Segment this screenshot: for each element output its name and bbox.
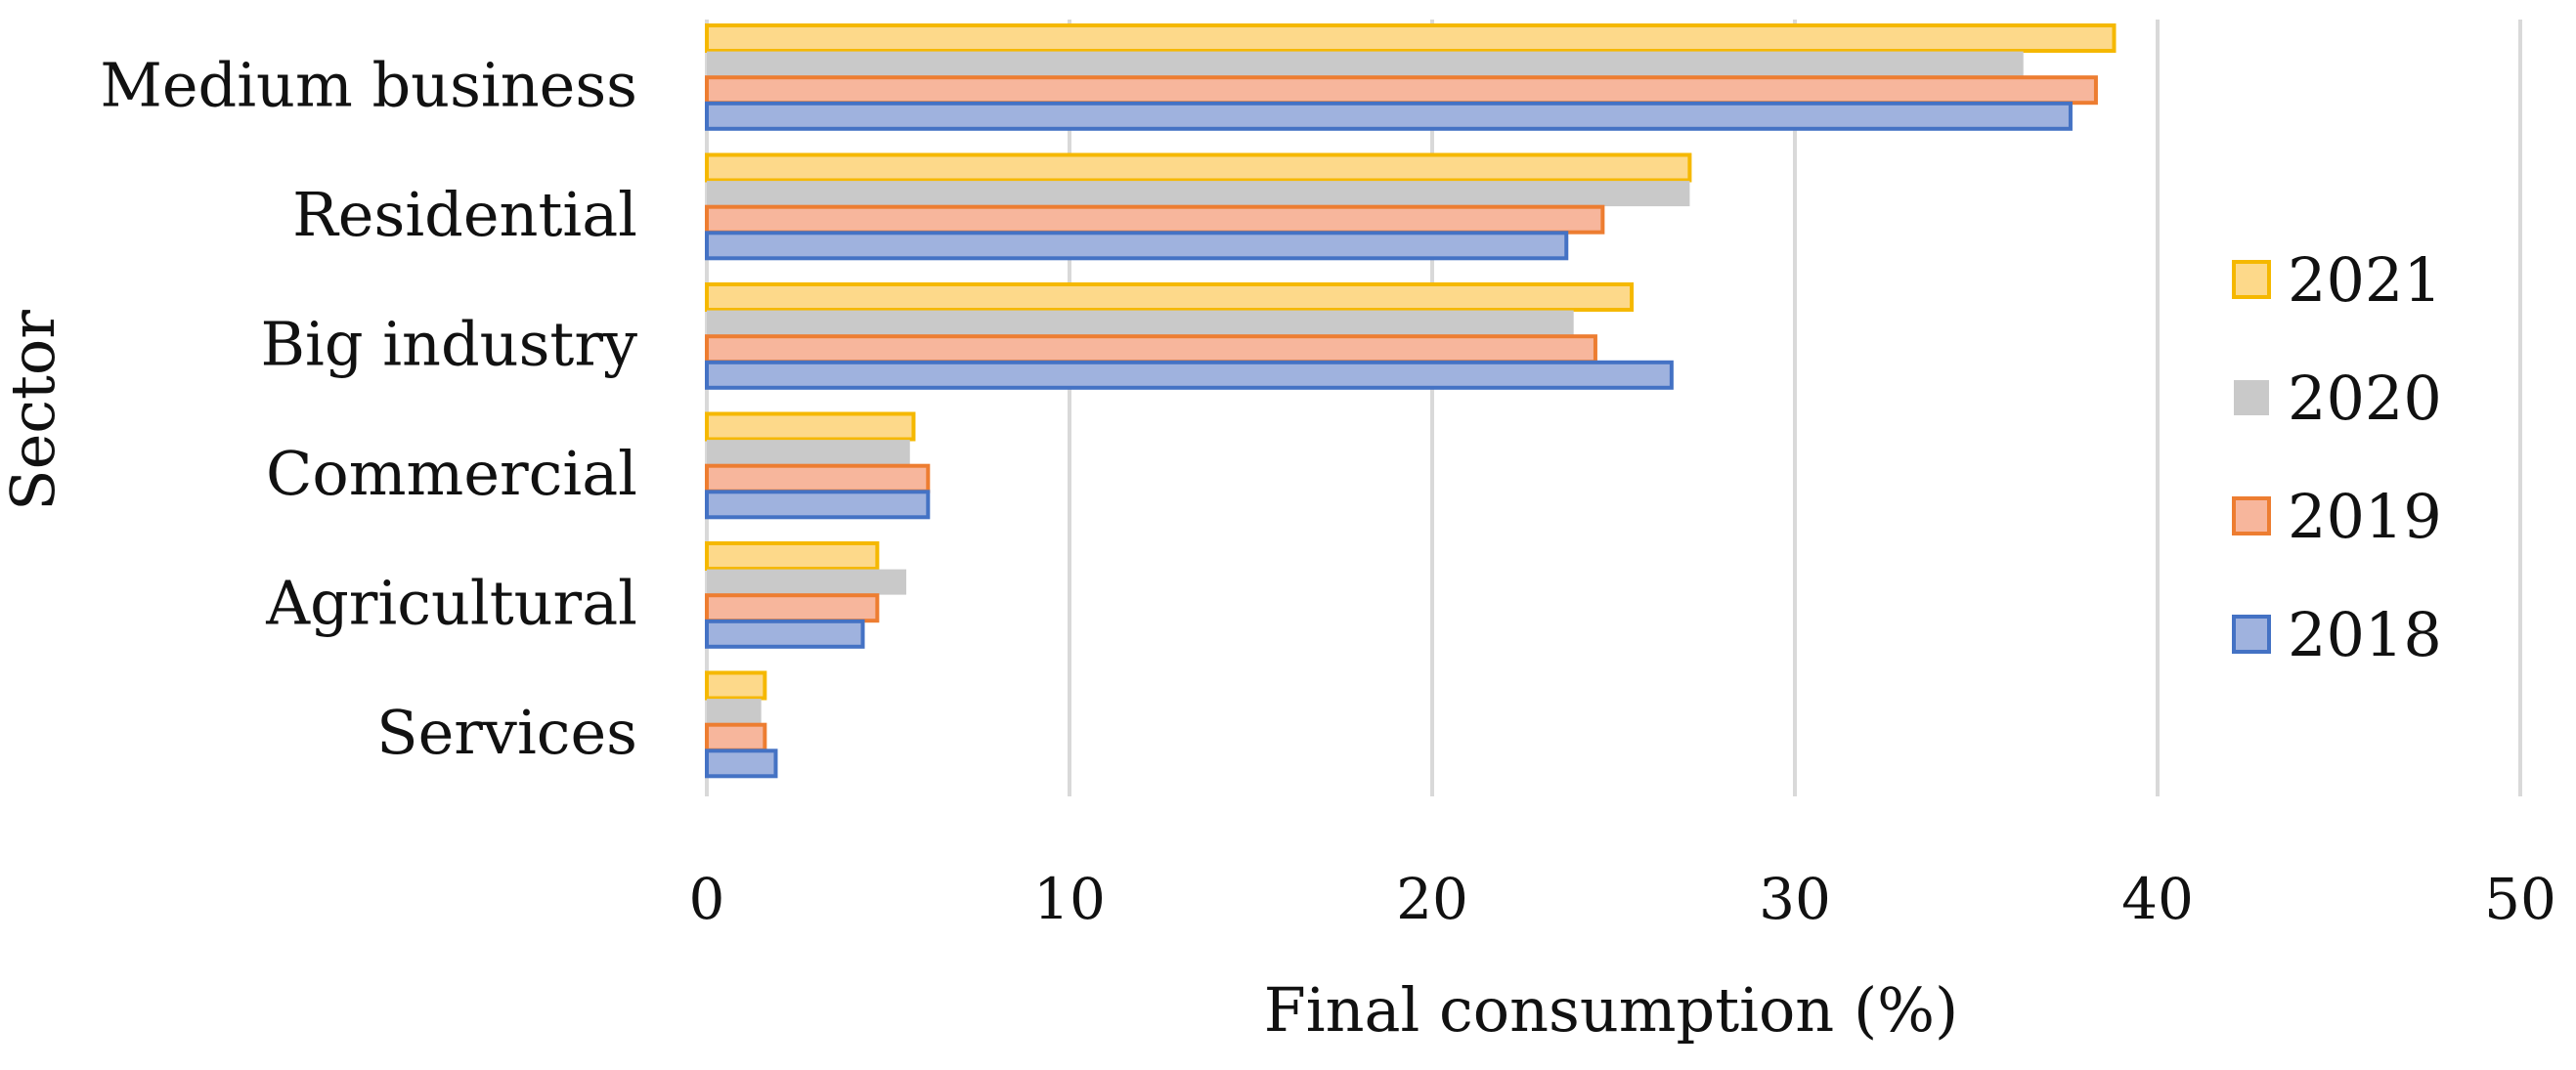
bar-2018-residential: [705, 231, 1569, 261]
bar-2019-residential: [705, 204, 1605, 235]
category-label: Residential: [292, 179, 637, 250]
category-labels: Medium business Residential Big industry Co…: [100, 49, 637, 768]
bar-2018-medium-business: [705, 101, 2073, 131]
category-label: Services: [376, 697, 637, 768]
bar-2021-big-industry: [705, 282, 1635, 312]
legend-label-2020: 2020: [2288, 363, 2442, 434]
legend-swatch-2020: [2234, 380, 2269, 415]
bar-2018-big-industry: [705, 360, 1674, 390]
bar-2020-services: [707, 699, 762, 725]
bar-2019-agricultural: [705, 593, 880, 623]
category-label: Agricultural: [265, 567, 637, 638]
x-tick-label: 10: [1033, 866, 1106, 932]
bar-2021-residential: [705, 152, 1692, 183]
bar-2019-big-industry: [705, 334, 1597, 364]
legend-swatch-2021: [2232, 260, 2271, 299]
bar-2019-services: [705, 722, 767, 752]
bar-2020-medium-business: [707, 51, 2024, 77]
legend-label-2019: 2019: [2288, 481, 2442, 552]
bars: [705, 23, 2117, 779]
bar-2020-commercial: [707, 440, 910, 466]
legend-swatch-2019: [2232, 496, 2271, 535]
legend-swatch-2018: [2232, 615, 2271, 654]
legend-label-2018: 2018: [2288, 599, 2442, 670]
x-tick-label: 30: [1759, 866, 1831, 932]
category-label: Medium business: [100, 49, 637, 120]
x-tick-labels: 0 10 20 30 40 50: [689, 866, 2556, 932]
bar-2021-medium-business: [705, 23, 2117, 53]
y-axis-title: Sector: [0, 310, 68, 511]
x-tick-label: 20: [1396, 866, 1468, 932]
bar-2018-commercial: [705, 490, 931, 520]
x-tick-label: 0: [689, 866, 725, 932]
category-label: Big industry: [260, 308, 637, 379]
bar-2020-agricultural: [707, 569, 907, 595]
bar-2019-commercial: [705, 463, 931, 493]
bar-2021-services: [705, 670, 767, 701]
bar-2018-services: [705, 749, 778, 779]
bar-2020-residential: [707, 181, 1690, 207]
bar-2021-commercial: [705, 411, 916, 442]
bar-2019-medium-business: [705, 75, 2098, 106]
legend-label-2021: 2021: [2288, 244, 2442, 316]
bar-2018-agricultural: [705, 619, 865, 649]
x-tick-label: 40: [2121, 866, 2194, 932]
gridlines: [705, 20, 2522, 796]
x-tick-label: 50: [2484, 866, 2556, 932]
legend: 2021 2020 2019 2018: [2232, 244, 2442, 670]
bar-2020-big-industry: [707, 310, 1574, 336]
x-axis-title: Final consumption (%): [1264, 974, 1959, 1046]
category-label: Commercial: [266, 438, 637, 509]
bar-2021-agricultural: [705, 541, 880, 571]
